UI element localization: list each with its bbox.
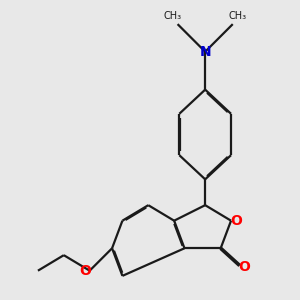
Text: N: N (200, 45, 211, 59)
Text: O: O (238, 260, 250, 274)
Text: O: O (230, 214, 242, 228)
Text: CH₃: CH₃ (164, 11, 181, 21)
Text: O: O (80, 264, 92, 278)
Text: CH₃: CH₃ (229, 11, 247, 21)
